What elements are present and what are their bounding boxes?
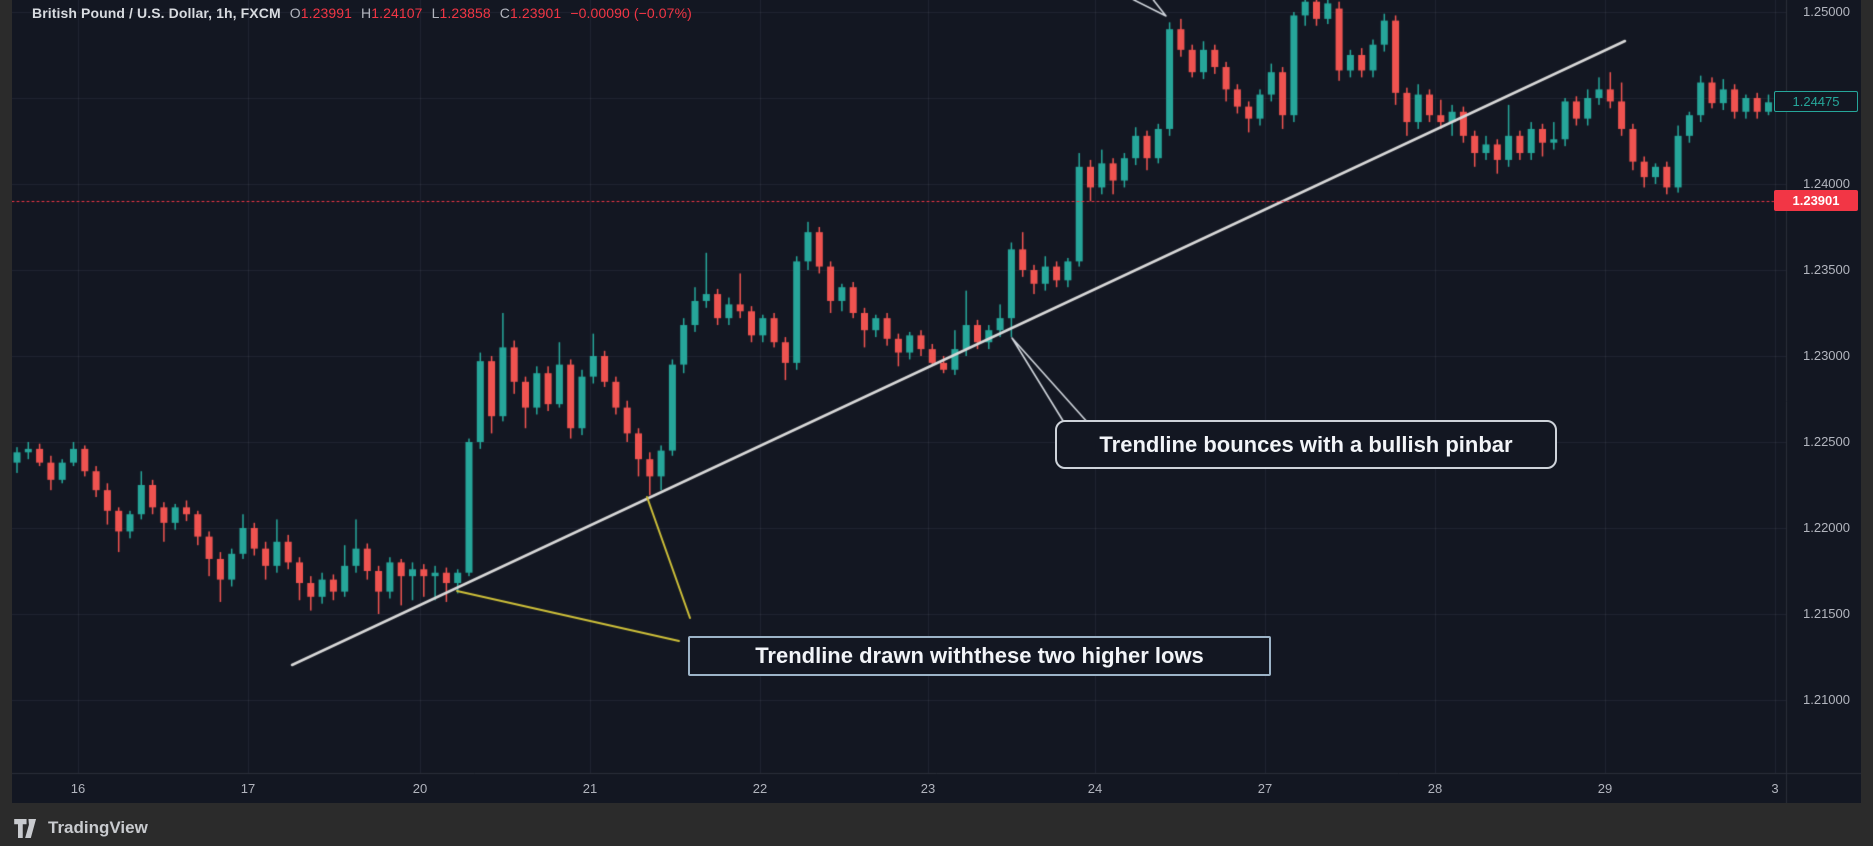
price-axis-label: 1.22500: [1803, 434, 1850, 449]
price-axis-label: 1.23000: [1803, 348, 1850, 363]
price-change-value: −0.00090 (−0.07%): [570, 5, 692, 21]
time-axis-label: 22: [752, 781, 768, 796]
price-axis-label: 1.22000: [1803, 520, 1850, 535]
time-axis-label: 20: [412, 781, 428, 796]
ohlc-high-value: 1.24107: [371, 5, 423, 21]
ohlc-open-value: 1.23991: [300, 5, 353, 21]
ohlc-low-label: L: [431, 5, 440, 21]
tradingview-attribution[interactable]: TradingView: [14, 816, 148, 840]
callout-annotation-text: Trendline bounces with a bullish pinbar: [1099, 431, 1513, 457]
symbol-title[interactable]: British Pound / U.S. Dollar, 1h, FXCM: [32, 5, 281, 21]
time-axis-label: 24: [1087, 781, 1103, 796]
candlestick-chart-canvas[interactable]: [12, 0, 1861, 803]
note-annotation-higher-lows[interactable]: Trendline drawn withthese two higher low…: [688, 636, 1271, 676]
time-axis-label: 17: [240, 781, 256, 796]
symbol-info-bar: British Pound / U.S. Dollar, 1h, FXCM O1.…: [32, 5, 692, 21]
ohlc-high-label: H: [361, 5, 372, 21]
price-axis-label: 1.25000: [1803, 4, 1850, 19]
last-price-tag: 1.24475: [1774, 91, 1858, 113]
time-axis-label: 3: [1771, 781, 1779, 796]
tradingview-logo-icon: [14, 818, 37, 838]
ohlc-close-label: C: [499, 5, 510, 21]
current-price-value: 1.23901: [1792, 193, 1840, 209]
price-axis-label: 1.21500: [1803, 606, 1850, 621]
time-axis-label: 27: [1257, 781, 1273, 796]
note-annotation-text: Trendline drawn withthese two higher low…: [755, 643, 1204, 668]
time-axis-label: 23: [920, 781, 936, 796]
ohlc-open-label: O: [289, 5, 301, 21]
ohlc-low-value: 1.23858: [439, 5, 491, 21]
chart-widget: British Pound / U.S. Dollar, 1h, FXCM O1.…: [12, 0, 1861, 803]
time-axis-label: 29: [1597, 781, 1613, 796]
price-axis-label: 1.21000: [1803, 692, 1850, 707]
ohlc-close-value: 1.23901: [510, 5, 562, 21]
callout-annotation-bullish-pinbar[interactable]: Trendline bounces with a bullish pinbar: [1055, 420, 1557, 469]
price-axis-label: 1.24000: [1803, 176, 1850, 191]
time-axis-label: 28: [1427, 781, 1443, 796]
time-axis-label: 21: [582, 781, 598, 796]
time-axis-label: 16: [70, 781, 86, 796]
tradingview-brand-text: TradingView: [48, 818, 148, 837]
current-price-tag: 1.23901: [1774, 190, 1858, 212]
last-price-value: 1.24475: [1792, 94, 1840, 110]
price-axis-label: 1.23500: [1803, 262, 1850, 277]
